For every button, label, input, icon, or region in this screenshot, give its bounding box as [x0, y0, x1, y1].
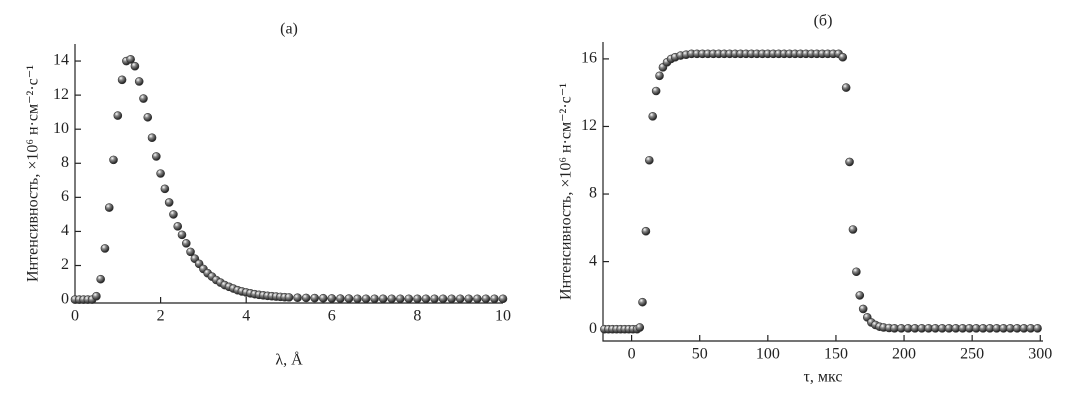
data-point	[160, 184, 170, 194]
data-point	[645, 155, 654, 165]
data-point	[96, 274, 105, 284]
x-axis-label: λ, Å	[275, 351, 303, 369]
data-point	[413, 294, 422, 304]
y-tick-label: 0	[589, 320, 597, 337]
data-point	[455, 294, 465, 304]
data-point	[378, 294, 388, 304]
y-tick-label: 8	[61, 154, 69, 171]
data-point	[353, 294, 362, 304]
data-point	[430, 294, 439, 304]
y-tick-label: 10	[53, 120, 69, 137]
data-point	[310, 293, 319, 303]
data-point	[177, 230, 187, 240]
x-tick-label: 150	[824, 346, 848, 363]
data-point	[327, 294, 337, 303]
x-tick-label: 200	[892, 346, 916, 363]
chart-title: (б)	[814, 13, 833, 30]
y-tick-label: 4	[61, 222, 69, 239]
data-point	[318, 293, 328, 303]
data-point	[344, 294, 354, 303]
data-point	[134, 77, 144, 86]
data-point	[498, 294, 508, 304]
data-point	[104, 203, 114, 212]
data-point	[109, 155, 118, 165]
x-tick-label: 8	[413, 308, 421, 325]
data-point	[156, 169, 165, 178]
data-point	[169, 210, 178, 219]
y-tick-label: 12	[53, 86, 69, 103]
x-tick-label: 0	[71, 308, 79, 325]
y-axis-label: Интенсивность, ×10⁶ н·см⁻²·с⁻¹	[558, 83, 575, 300]
data-point	[143, 112, 153, 122]
data-point	[635, 323, 645, 332]
data-point	[293, 293, 302, 303]
data-point	[100, 244, 110, 253]
data-point	[481, 294, 491, 304]
data-point	[641, 226, 651, 236]
data-point	[1033, 324, 1042, 333]
data-point	[848, 225, 858, 234]
y-tick-label: 16	[581, 50, 597, 67]
data-point	[852, 267, 861, 277]
data-point	[139, 94, 148, 103]
data-point	[421, 294, 431, 304]
data-point	[858, 304, 868, 314]
data-point	[126, 55, 135, 64]
data-point	[284, 293, 294, 302]
data-point	[651, 86, 661, 96]
data-point	[152, 152, 161, 161]
x-tick-label: 100	[756, 346, 780, 363]
data-point	[473, 294, 482, 304]
data-point	[464, 294, 474, 304]
data-point	[404, 294, 414, 304]
data-point	[655, 71, 664, 81]
data-point	[164, 198, 174, 207]
x-tick-label: 300	[1028, 346, 1052, 363]
x-tick-label: 50	[692, 346, 708, 363]
data-point	[841, 83, 851, 92]
data-point	[301, 293, 311, 303]
x-tick-label: 250	[960, 346, 984, 363]
data-point	[638, 297, 647, 307]
data-point	[447, 294, 456, 304]
data-point	[92, 291, 101, 301]
axis-frame	[602, 42, 1043, 342]
data-point	[370, 294, 379, 304]
data-point	[395, 294, 405, 304]
y-tick-label: 14	[53, 52, 69, 69]
x-axis-label: τ, мкс	[803, 369, 842, 386]
y-tick-label: 0	[61, 290, 69, 307]
y-tick-label: 6	[61, 188, 69, 205]
data-point	[147, 133, 157, 143]
data-point	[181, 239, 191, 248]
data-point	[361, 294, 371, 304]
y-axis-label: Интенсивность, ×10⁶ н·см⁻²·с⁻¹	[25, 65, 42, 282]
data-point	[117, 75, 127, 85]
y-tick-label: 12	[581, 117, 597, 134]
data-point	[130, 61, 140, 71]
data-point	[438, 294, 448, 304]
y-tick-label: 2	[61, 256, 69, 273]
x-tick-label: 10	[495, 308, 511, 325]
x-tick-label: 0	[628, 346, 636, 363]
data-point	[838, 52, 848, 62]
data-point	[336, 294, 345, 303]
data-point	[173, 222, 183, 231]
y-tick-label: 8	[589, 185, 597, 202]
data-point	[387, 294, 397, 304]
data-point	[186, 247, 195, 257]
data-point	[490, 294, 499, 304]
y-tick-label: 4	[589, 252, 597, 269]
chart-title: (a)	[280, 21, 298, 38]
data-point	[855, 291, 865, 300]
x-tick-label: 2	[157, 308, 165, 325]
data-point	[113, 111, 123, 120]
data-point	[648, 112, 658, 121]
x-tick-label: 6	[328, 308, 336, 325]
x-tick-label: 4	[242, 308, 250, 325]
data-point	[845, 157, 854, 167]
